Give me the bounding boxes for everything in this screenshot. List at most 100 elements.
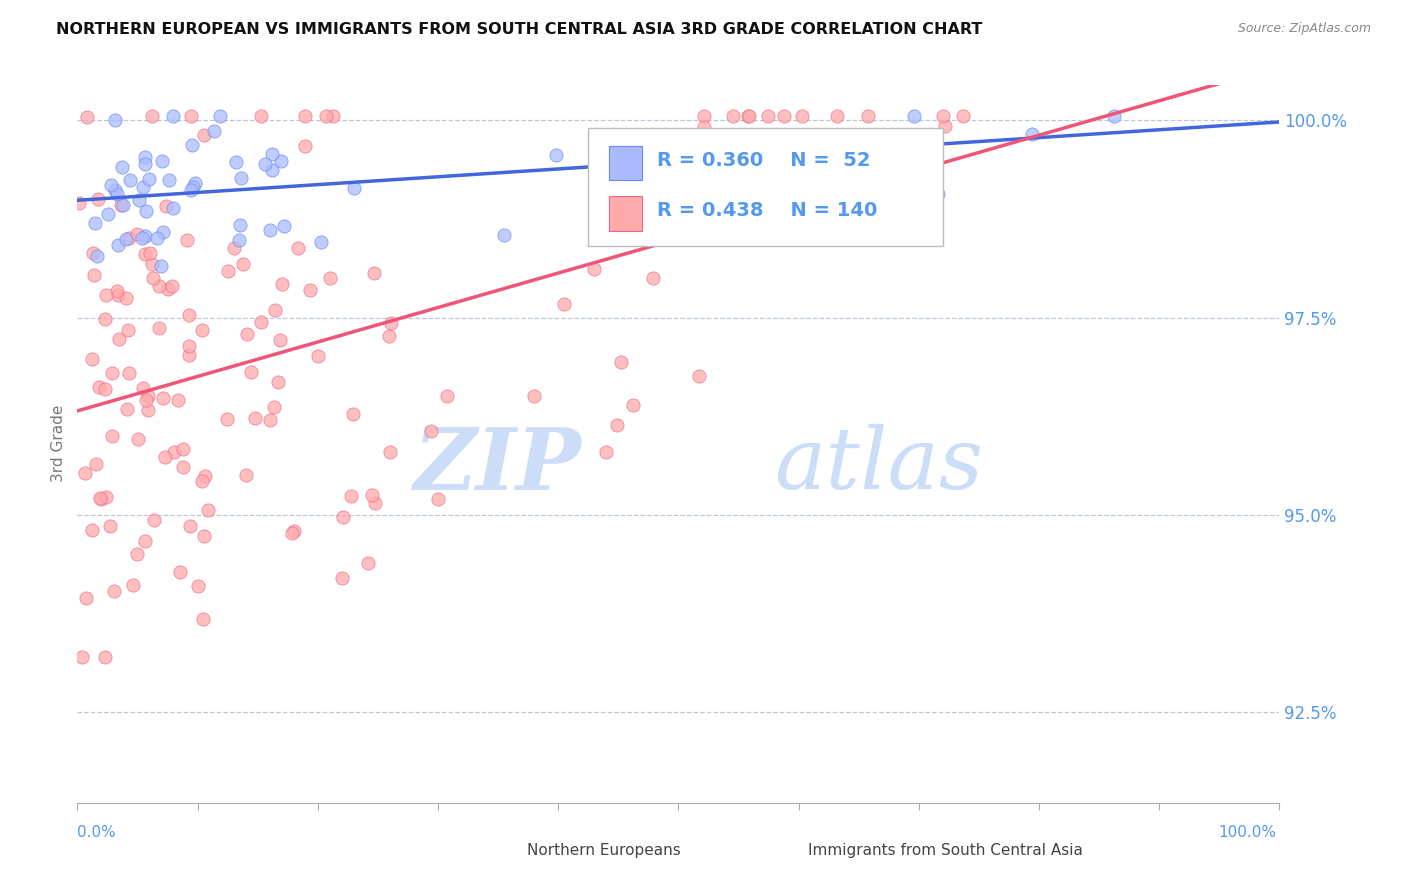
Point [162, 444, 184, 458]
Text: Source: ZipAtlas.com: Source: ZipAtlas.com [1237, 22, 1371, 36]
Point [134, 150, 156, 164]
Point [380, 317, 402, 331]
Point [553, 296, 575, 310]
Point [544, 147, 567, 161]
Point [1102, 109, 1125, 123]
Point [76, 110, 98, 124]
Point [86, 457, 108, 471]
Point [110, 198, 132, 212]
Point [83, 268, 105, 282]
Point [132, 180, 155, 194]
Point [598, 135, 620, 149]
Point [721, 109, 744, 123]
Point [89, 491, 111, 505]
Point [714, 222, 737, 236]
Point [115, 401, 138, 416]
Point [146, 231, 169, 245]
Point [231, 171, 253, 186]
Point [101, 429, 124, 443]
Point [169, 565, 191, 579]
Point [494, 227, 516, 242]
Point [330, 571, 353, 585]
Bar [609, 196, 643, 230]
Point [70, 649, 93, 664]
Point [583, 262, 606, 277]
Point [315, 109, 337, 123]
Point [952, 109, 974, 123]
Point [67, 196, 90, 211]
Bar [609, 145, 643, 180]
Point [114, 232, 136, 246]
Y-axis label: 3rd Grade: 3rd Grade [51, 405, 66, 483]
Point [232, 257, 254, 271]
Point [141, 257, 163, 271]
Point [150, 153, 173, 168]
Point [105, 187, 128, 202]
Point [215, 412, 238, 426]
Point [73, 466, 96, 480]
Point [93, 649, 115, 664]
Text: Northern Europeans: Northern Europeans [527, 843, 681, 858]
Point [932, 109, 955, 123]
Point [75, 591, 97, 605]
Point [299, 283, 322, 297]
Point [134, 229, 156, 244]
Point [162, 109, 184, 123]
Point [148, 321, 170, 335]
Point [427, 491, 450, 506]
Point [94, 382, 117, 396]
Point [131, 380, 153, 394]
Point [737, 109, 759, 123]
Point [176, 233, 198, 247]
Point [179, 519, 201, 533]
Point [80, 524, 103, 538]
Point [378, 329, 401, 343]
Point [191, 612, 214, 626]
Text: 100.0%: 100.0% [1219, 825, 1277, 839]
Point [179, 339, 201, 353]
Point [83, 216, 105, 230]
Point [143, 513, 166, 527]
Point [699, 225, 721, 239]
Point [523, 389, 546, 403]
Point [756, 109, 779, 123]
Point [340, 489, 363, 503]
Point [332, 510, 354, 524]
Point [118, 231, 141, 245]
Point [100, 178, 122, 193]
Point [94, 490, 117, 504]
Point [283, 524, 305, 538]
Point [190, 323, 212, 337]
Point [361, 488, 384, 502]
Point [259, 413, 281, 427]
Point [107, 332, 129, 346]
Point [104, 183, 127, 197]
Point [152, 225, 174, 239]
Point [858, 109, 880, 123]
Point [294, 109, 316, 123]
Point [194, 469, 217, 483]
Text: NORTHERN EUROPEAN VS IMMIGRANTS FROM SOUTH CENTRAL ASIA 3RD GRADE CORRELATION CH: NORTHERN EUROPEAN VS IMMIGRANTS FROM SOU… [56, 22, 983, 37]
Point [436, 389, 458, 403]
Point [225, 155, 247, 169]
Point [121, 578, 143, 592]
Point [114, 291, 136, 305]
Point [267, 375, 290, 389]
Point [118, 172, 141, 186]
Point [250, 109, 273, 123]
Point [693, 120, 716, 135]
Point [128, 193, 150, 207]
Point [259, 223, 281, 237]
Point [104, 112, 127, 127]
Point [127, 547, 149, 561]
Point [240, 365, 263, 379]
Point [270, 154, 292, 169]
Point [180, 183, 202, 197]
Point [723, 174, 745, 188]
Point [148, 279, 170, 293]
Point [208, 109, 231, 123]
Point [155, 199, 177, 213]
Point [641, 271, 664, 285]
Point [105, 284, 128, 298]
Point [135, 203, 157, 218]
